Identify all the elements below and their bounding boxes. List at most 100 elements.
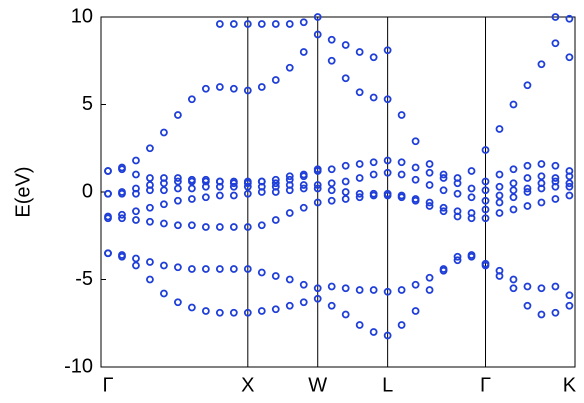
band-point [341,188,350,196]
band-point [299,18,308,27]
band-point [174,184,182,193]
band-point [243,265,252,273]
x-tick-label: L [382,374,393,396]
band-point [132,156,140,165]
band-point [174,196,182,205]
band-point [187,221,196,230]
band-point [201,175,210,184]
band-point [271,76,280,84]
band-point [313,284,322,293]
band-point [132,254,140,263]
band-point [397,191,406,200]
band-point [523,202,532,210]
band-point [397,321,406,329]
band-point [341,195,350,203]
band-point [537,198,546,207]
band-point [537,310,546,319]
band-point [425,181,434,189]
band-point [313,181,322,189]
band-point [537,172,546,181]
band-point [271,182,280,191]
band-point [160,261,168,270]
x-tick-label: W [308,374,327,396]
band-point [299,172,308,181]
band-point [411,280,420,289]
band-point [118,163,126,172]
band-point [257,20,266,28]
band-point [104,249,112,258]
band-point [509,165,518,174]
band-point [341,74,350,83]
band-point [174,298,182,307]
band-point [187,95,196,104]
band-point [132,261,140,270]
band-point [523,161,532,170]
band-point [355,286,364,294]
band-point [509,284,518,293]
band-point [565,291,574,300]
band-point [229,84,238,93]
band-point [285,275,294,284]
band-point [118,210,126,219]
band-point [285,172,294,181]
band-point [411,307,420,315]
band-point [383,156,392,165]
band-point [243,86,252,95]
band-point [551,174,560,182]
band-point [467,167,476,175]
band-point [243,308,252,317]
band-point [439,207,448,216]
band-point [174,263,182,272]
band-point [355,48,364,56]
band-point [285,20,294,28]
y-tick-label: 10 [71,5,93,27]
band-point [369,158,378,167]
band-point [285,63,294,72]
band-point [229,265,238,273]
band-point [439,265,448,273]
band-point [104,189,112,198]
band-point [160,174,168,182]
band-point [187,175,196,184]
band-point [146,258,154,266]
band-point [481,186,490,195]
band-point [327,301,336,310]
band-point [411,195,420,203]
band-point [271,20,280,28]
band-point [215,308,224,317]
band-point [439,203,448,212]
band-point [299,181,308,189]
band-point [201,265,210,273]
band-point [481,146,490,154]
band-point [355,189,364,198]
band-point [285,301,294,310]
band-point [299,48,308,56]
band-point [132,216,140,224]
band-point [397,286,406,294]
band-point [565,167,574,175]
band-point [509,179,518,188]
band-point [369,189,378,198]
band-point [215,20,224,28]
band-point [509,205,518,214]
band-point [341,284,350,293]
band-point [565,179,574,188]
y-tick-label: -5 [75,268,93,290]
band-point [537,284,546,293]
band-point [118,251,126,259]
band-point [565,182,574,191]
band-point [565,14,574,23]
band-point [299,184,308,193]
band-point [201,223,210,231]
x-tick-label: Γ [102,374,113,396]
band-point [383,287,392,296]
band-point [467,193,476,202]
y-axis-label: E(eV) [12,166,34,217]
band-point [425,286,434,294]
band-point [495,266,504,275]
band-point [327,186,336,195]
band-point [271,305,280,314]
band-point [467,252,476,261]
band-point [299,203,308,212]
band-point [495,182,504,191]
